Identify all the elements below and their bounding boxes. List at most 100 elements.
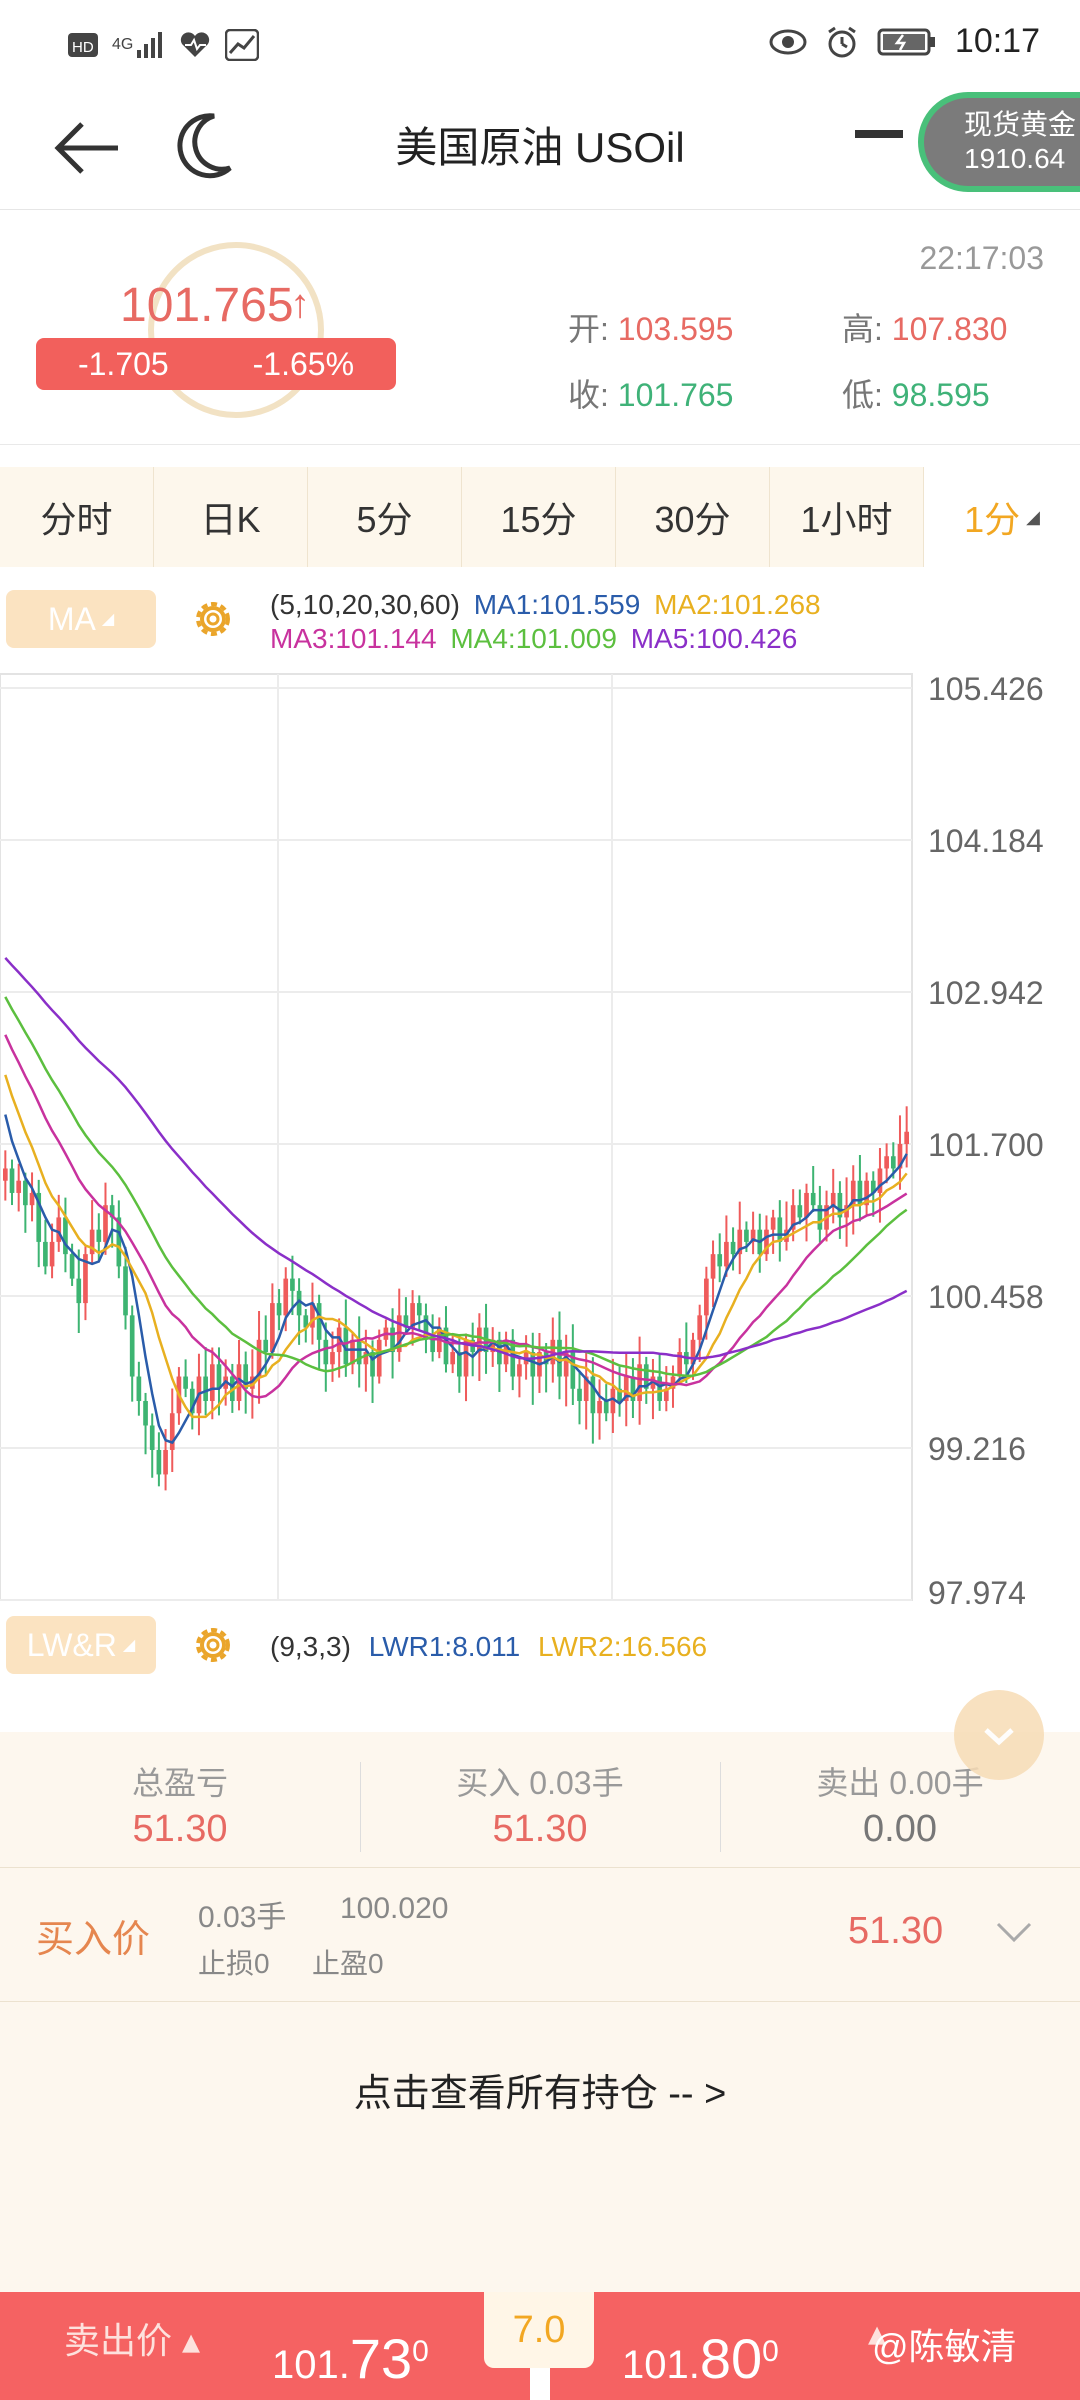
- header-bar: 美国原油 USOil 现货黄金 1910.64: [0, 90, 1080, 210]
- candle-body: [350, 1339, 355, 1365]
- y-axis-labels: 105.426 104.184 102.942 101.700 100.458 99.21…: [928, 671, 1044, 1608]
- minimize-button[interactable]: [855, 130, 903, 138]
- candle-body: [243, 1364, 249, 1389]
- buy-price: 101.800: [622, 2326, 779, 2391]
- candle-body: [376, 1339, 382, 1377]
- buy-pl: 买入 0.03手 51.30: [360, 1758, 720, 1851]
- total-pl-value: 51.30: [132, 1808, 228, 1850]
- tab-1min[interactable]: 1分 ◢: [924, 467, 1080, 567]
- y-tick-label: 100.458: [928, 1279, 1044, 1315]
- candle-body: [370, 1352, 375, 1377]
- candle-body: [323, 1339, 329, 1365]
- candle-body: [443, 1327, 449, 1365]
- candle-body: [864, 1180, 869, 1206]
- candle-body: [136, 1376, 142, 1402]
- chart-grid: [0, 673, 913, 1601]
- tab-5min[interactable]: 5分: [308, 467, 462, 567]
- candle-body: [270, 1303, 275, 1353]
- candle-body: [717, 1254, 723, 1267]
- high-stat: 高: 107.830: [842, 304, 1007, 350]
- close-label: 收:: [568, 377, 609, 413]
- close-stat: 收: 101.765: [568, 370, 733, 416]
- candle-body: [183, 1376, 188, 1389]
- buy-pl-label: 买入 0.03手: [456, 1765, 624, 1801]
- candle-body: [76, 1278, 82, 1304]
- pl-stats: 总盈亏 51.30 买入 0.03手 51.30 卖出 0.00手 0.00: [0, 1732, 1080, 1868]
- buy-pl-value: 51.30: [492, 1808, 588, 1850]
- total-pl-label: 总盈亏: [131, 1765, 228, 1801]
- candle-body: [83, 1254, 88, 1304]
- chevron-down-icon: [984, 1728, 1014, 1746]
- spread-badge: 7.0: [484, 2292, 594, 2368]
- candle-body: [817, 1205, 823, 1230]
- ma5-value: MA5:100.426: [630, 623, 798, 654]
- candle-body: [764, 1229, 769, 1255]
- candle-body: [149, 1425, 155, 1450]
- buy-caret-icon: ▴: [868, 2312, 887, 2353]
- candle-body: [670, 1376, 676, 1389]
- candle-body: [463, 1339, 469, 1377]
- lwr-settings-gear-icon[interactable]: [190, 1622, 236, 1668]
- back-button[interactable]: [48, 112, 138, 184]
- tab-15min[interactable]: 15分: [462, 467, 616, 567]
- candle-body: [837, 1192, 843, 1218]
- tab-1hour[interactable]: 1小时: [770, 467, 924, 567]
- ma-params: (5,10,20,30,60): [270, 589, 460, 620]
- candle-body: [303, 1315, 309, 1328]
- svg-text:HD: HD: [72, 39, 94, 56]
- tab-daily-k[interactable]: 日K: [154, 467, 308, 567]
- position-entry-price: 100.020: [340, 1892, 449, 1925]
- sell-label-text: 卖出价: [64, 2320, 173, 2361]
- candle-body: [330, 1352, 335, 1365]
- y-tick-label: 99.216: [928, 1431, 1026, 1467]
- high-label: 高:: [842, 311, 883, 347]
- ma4-value: MA4:101.009: [450, 623, 617, 654]
- candle-body: [857, 1180, 863, 1206]
- candle-body: [450, 1352, 455, 1365]
- y-tick-label: 105.426: [928, 671, 1044, 707]
- sell-price-int: 101.: [272, 2343, 350, 2387]
- caret-icon: ◢: [122, 1637, 136, 1654]
- buy-price-pips: 80: [699, 2327, 763, 2390]
- collapse-button[interactable]: [954, 1690, 1044, 1780]
- hd-icon: HD: [68, 28, 98, 62]
- buy-button[interactable]: 101.800 ▴: [550, 2292, 1080, 2400]
- total-pl: 总盈亏 51.30: [0, 1758, 360, 1851]
- candle-body: [390, 1327, 395, 1353]
- ma-settings-gear-icon[interactable]: [190, 596, 236, 642]
- caret-icon: ◢: [101, 611, 115, 628]
- chevron-down-icon[interactable]: [996, 1920, 1032, 1944]
- tab-time-share[interactable]: 分时: [0, 467, 154, 567]
- candle-body: [710, 1254, 716, 1279]
- price-change-percent: -1.65%: [252, 345, 355, 382]
- sell-price-pips: 73: [349, 2327, 413, 2390]
- sell-label: 卖出价 ▴: [64, 2320, 201, 2361]
- ma-values: (5,10,20,30,60) MA1:101.559 MA2:101.268 …: [270, 588, 821, 656]
- sell-button[interactable]: 卖出价 ▴ 101.730: [0, 2292, 530, 2400]
- lwr-select-button[interactable]: LW&R ◢: [6, 1616, 156, 1674]
- position-row[interactable]: 买入价 0.03手 100.020 止损0 止盈0 51.30: [0, 1868, 1080, 2002]
- candle-body: [510, 1339, 516, 1377]
- buy-price-fraction: 0: [762, 2335, 779, 2368]
- ma-select-button[interactable]: MA ◢: [6, 590, 156, 648]
- candle-body: [610, 1388, 616, 1414]
- sell-pl: 卖出 0.00手 0.00: [720, 1758, 1080, 1851]
- view-all-positions-link[interactable]: 点击查看所有持仓 -- >: [353, 2073, 727, 2115]
- candle-body: [163, 1449, 168, 1475]
- candle-body: [363, 1352, 369, 1365]
- candle-body: [9, 1168, 15, 1193]
- floating-gold-quote[interactable]: 现货黄金 1910.64: [918, 92, 1080, 192]
- candle-body: [56, 1217, 62, 1242]
- low-value: 98.595: [891, 377, 990, 413]
- night-mode-button[interactable]: [168, 106, 240, 186]
- price-ring-decoration: [148, 242, 324, 418]
- position-pl: 51.30: [848, 1910, 944, 1952]
- candle-body: [797, 1205, 803, 1218]
- candlestick-chart[interactable]: 105.426 104.184 102.942 101.700 100.458 99.21…: [0, 668, 1080, 1608]
- tab-30min[interactable]: 30分: [616, 467, 770, 567]
- candle-body: [643, 1364, 649, 1389]
- candle-body: [116, 1217, 122, 1267]
- position-side-label: 买入价: [36, 1919, 151, 1961]
- candle-body: [770, 1217, 776, 1230]
